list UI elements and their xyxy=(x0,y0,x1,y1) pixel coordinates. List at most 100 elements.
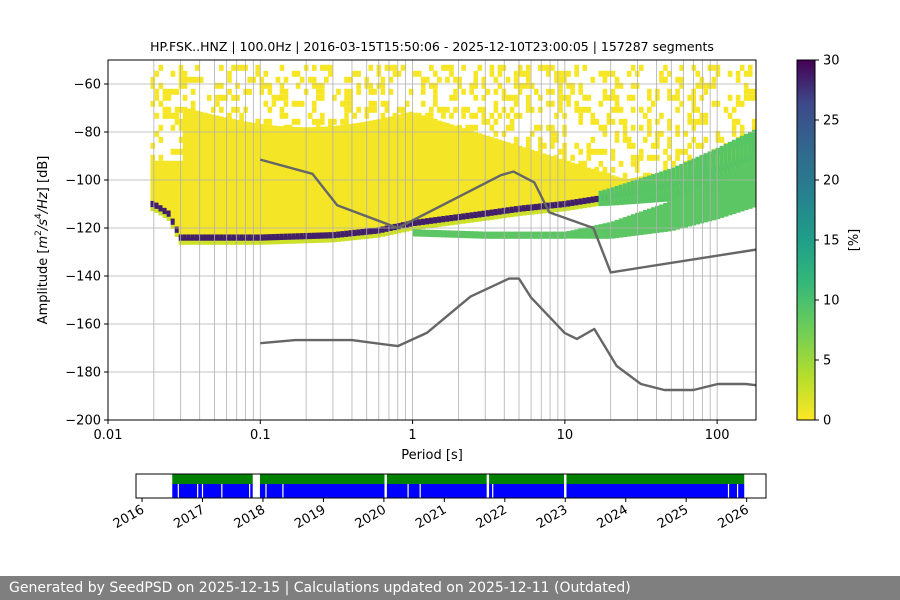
density-cell xyxy=(586,202,592,208)
density-ridge-cell xyxy=(372,227,378,234)
availability-thin-gap xyxy=(736,484,739,498)
density-cell xyxy=(150,154,156,161)
density-cell xyxy=(299,127,305,237)
density-cell xyxy=(388,64,394,71)
density-cell xyxy=(231,94,236,101)
density-ridge-cell xyxy=(307,232,313,240)
density-cell xyxy=(174,148,180,155)
density-cell xyxy=(263,118,269,125)
density-cell xyxy=(324,126,329,236)
density-cell xyxy=(590,112,596,119)
density-cell xyxy=(638,154,644,161)
density-ridge-cell xyxy=(291,233,297,240)
density-cell xyxy=(445,64,450,71)
density-cell xyxy=(667,94,672,101)
density-cell xyxy=(679,163,684,200)
density-cell xyxy=(497,64,503,71)
density-cell xyxy=(457,76,462,83)
density-cell xyxy=(739,135,745,187)
probability-density-heatmap xyxy=(150,64,756,245)
noise-model-line xyxy=(259,158,756,274)
density-cell xyxy=(344,94,349,101)
density-cell xyxy=(485,231,491,239)
timeline-year-label: 2026 xyxy=(715,502,751,532)
density-cell xyxy=(154,160,160,206)
density-cell xyxy=(509,106,515,113)
density-ridge-cell xyxy=(267,234,273,241)
density-cell xyxy=(574,64,579,71)
density-cell xyxy=(263,124,269,238)
density-cell xyxy=(186,108,192,238)
density-cell xyxy=(259,88,265,95)
density-cell xyxy=(602,189,608,206)
footer-text: Generated by SeedPSD on 2025-12-15 | Cal… xyxy=(9,580,631,596)
density-cell xyxy=(255,123,261,238)
density-cell xyxy=(368,82,374,89)
density-ridge-cell xyxy=(558,201,563,208)
density-ridge-cell xyxy=(449,214,454,222)
density-cell xyxy=(538,231,543,239)
density-ridge-cell xyxy=(271,234,277,241)
density-cell xyxy=(299,76,305,83)
density-cell xyxy=(239,118,244,125)
density-cell xyxy=(469,88,475,95)
density-cell xyxy=(473,217,479,223)
density-ridge-cell xyxy=(315,232,321,239)
density-cell xyxy=(699,82,705,89)
density-cell xyxy=(433,94,438,101)
density-cell xyxy=(614,100,620,107)
y-tick-label: −100 xyxy=(65,174,101,189)
density-cell xyxy=(598,160,604,167)
density-cell xyxy=(727,112,733,119)
density-cell xyxy=(566,231,571,239)
density-cell xyxy=(493,118,499,125)
timeline-year-label: 2025 xyxy=(655,502,691,532)
density-cell xyxy=(517,211,523,216)
density-cell xyxy=(739,130,745,137)
density-cell xyxy=(271,239,277,245)
density-cell xyxy=(332,237,337,243)
density-cell xyxy=(606,70,612,77)
density-cell xyxy=(392,115,398,228)
density-cell xyxy=(372,119,378,231)
density-cell xyxy=(594,225,600,239)
density-cell xyxy=(388,116,394,228)
density-cell xyxy=(497,70,503,77)
density-ridge-cell xyxy=(255,234,261,241)
density-cell xyxy=(513,112,519,119)
density-ridge-cell xyxy=(477,211,483,218)
density-cell xyxy=(739,64,745,71)
density-cell xyxy=(610,166,616,173)
density-cell xyxy=(751,124,756,131)
density-cell xyxy=(219,240,224,245)
density-cell xyxy=(626,142,632,149)
colorbar-tick-label: 15 xyxy=(823,234,840,249)
density-cell xyxy=(558,82,563,89)
density-cell xyxy=(279,106,285,113)
density-cell xyxy=(679,100,684,107)
density-cell xyxy=(626,136,632,143)
density-cell xyxy=(647,124,652,131)
density-cell xyxy=(675,94,680,101)
density-cell xyxy=(372,88,378,95)
density-cell xyxy=(618,184,624,205)
density-cell xyxy=(574,70,579,77)
density-cell xyxy=(275,239,281,245)
density-ridge-cell xyxy=(194,234,200,241)
colorbar-ticks: 0 5 10 15 20 25 30 xyxy=(815,54,840,429)
density-cell xyxy=(481,112,487,119)
density-cell xyxy=(687,94,693,101)
density-cell xyxy=(723,143,729,191)
density-cell xyxy=(485,215,491,221)
density-ridge-cell xyxy=(525,204,531,211)
timeline-year-label: 2023 xyxy=(534,502,570,532)
colorbar-tick-label: 20 xyxy=(823,174,840,189)
density-cell xyxy=(735,100,741,107)
density-cell xyxy=(283,94,289,101)
density-cell xyxy=(638,124,644,131)
density-cell xyxy=(509,231,515,239)
density-cell xyxy=(505,212,511,218)
density-cell xyxy=(513,231,519,239)
density-cell xyxy=(554,112,559,119)
density-cell xyxy=(170,70,176,77)
